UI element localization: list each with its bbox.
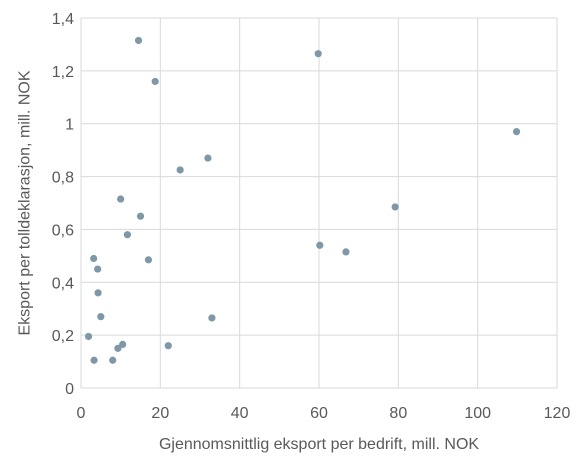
x-tick-label: 20 (151, 405, 169, 422)
data-point (204, 154, 212, 162)
data-points (84, 36, 521, 364)
y-tick-label: 1,2 (52, 64, 74, 81)
x-axis-tick-labels: 0 20 40 60 80 100 120 (77, 405, 571, 422)
y-tick-label: 0,8 (52, 170, 74, 187)
y-tick-label: 0,4 (52, 275, 74, 292)
data-point (144, 256, 153, 264)
data-point (136, 212, 145, 220)
y-tick-label: 0 (65, 381, 74, 398)
x-tick-label: 0 (77, 405, 86, 422)
data-point (109, 356, 117, 364)
data-point (314, 50, 322, 58)
data-point (94, 265, 102, 273)
x-axis-title: Gjennomsnittlig eksport per bedrift, mil… (159, 436, 479, 453)
y-tick-label: 1,4 (52, 11, 74, 28)
data-point (316, 241, 324, 249)
gridlines (80, 17, 558, 389)
data-point (342, 248, 350, 256)
data-point (90, 356, 98, 364)
y-tick-label: 0,6 (52, 222, 74, 239)
data-point (94, 289, 102, 297)
data-point (391, 203, 399, 211)
data-point (512, 128, 521, 136)
data-point (134, 36, 143, 45)
data-point (176, 166, 184, 174)
y-axis-title: Eksport per tolldeklarasjon, mill. NOK (17, 70, 34, 335)
x-tick-label: 100 (464, 405, 491, 422)
data-point (114, 344, 122, 352)
data-point (97, 313, 105, 321)
data-point (119, 340, 127, 348)
x-tick-label: 80 (389, 405, 407, 422)
x-tick-label: 40 (231, 405, 249, 422)
data-point (90, 254, 98, 263)
data-point (117, 195, 125, 203)
x-tick-label: 60 (310, 405, 328, 422)
data-point (164, 342, 172, 350)
y-axis-tick-labels: 0 0,2 0,4 0,6 0,8 1 1,2 1,4 (52, 11, 74, 398)
data-point (84, 332, 93, 341)
data-point (208, 314, 216, 322)
x-tick-label: 120 (544, 405, 571, 422)
y-tick-label: 1 (65, 117, 74, 134)
data-point (151, 77, 159, 86)
data-point (123, 231, 132, 239)
y-tick-label: 0,2 (52, 328, 74, 345)
